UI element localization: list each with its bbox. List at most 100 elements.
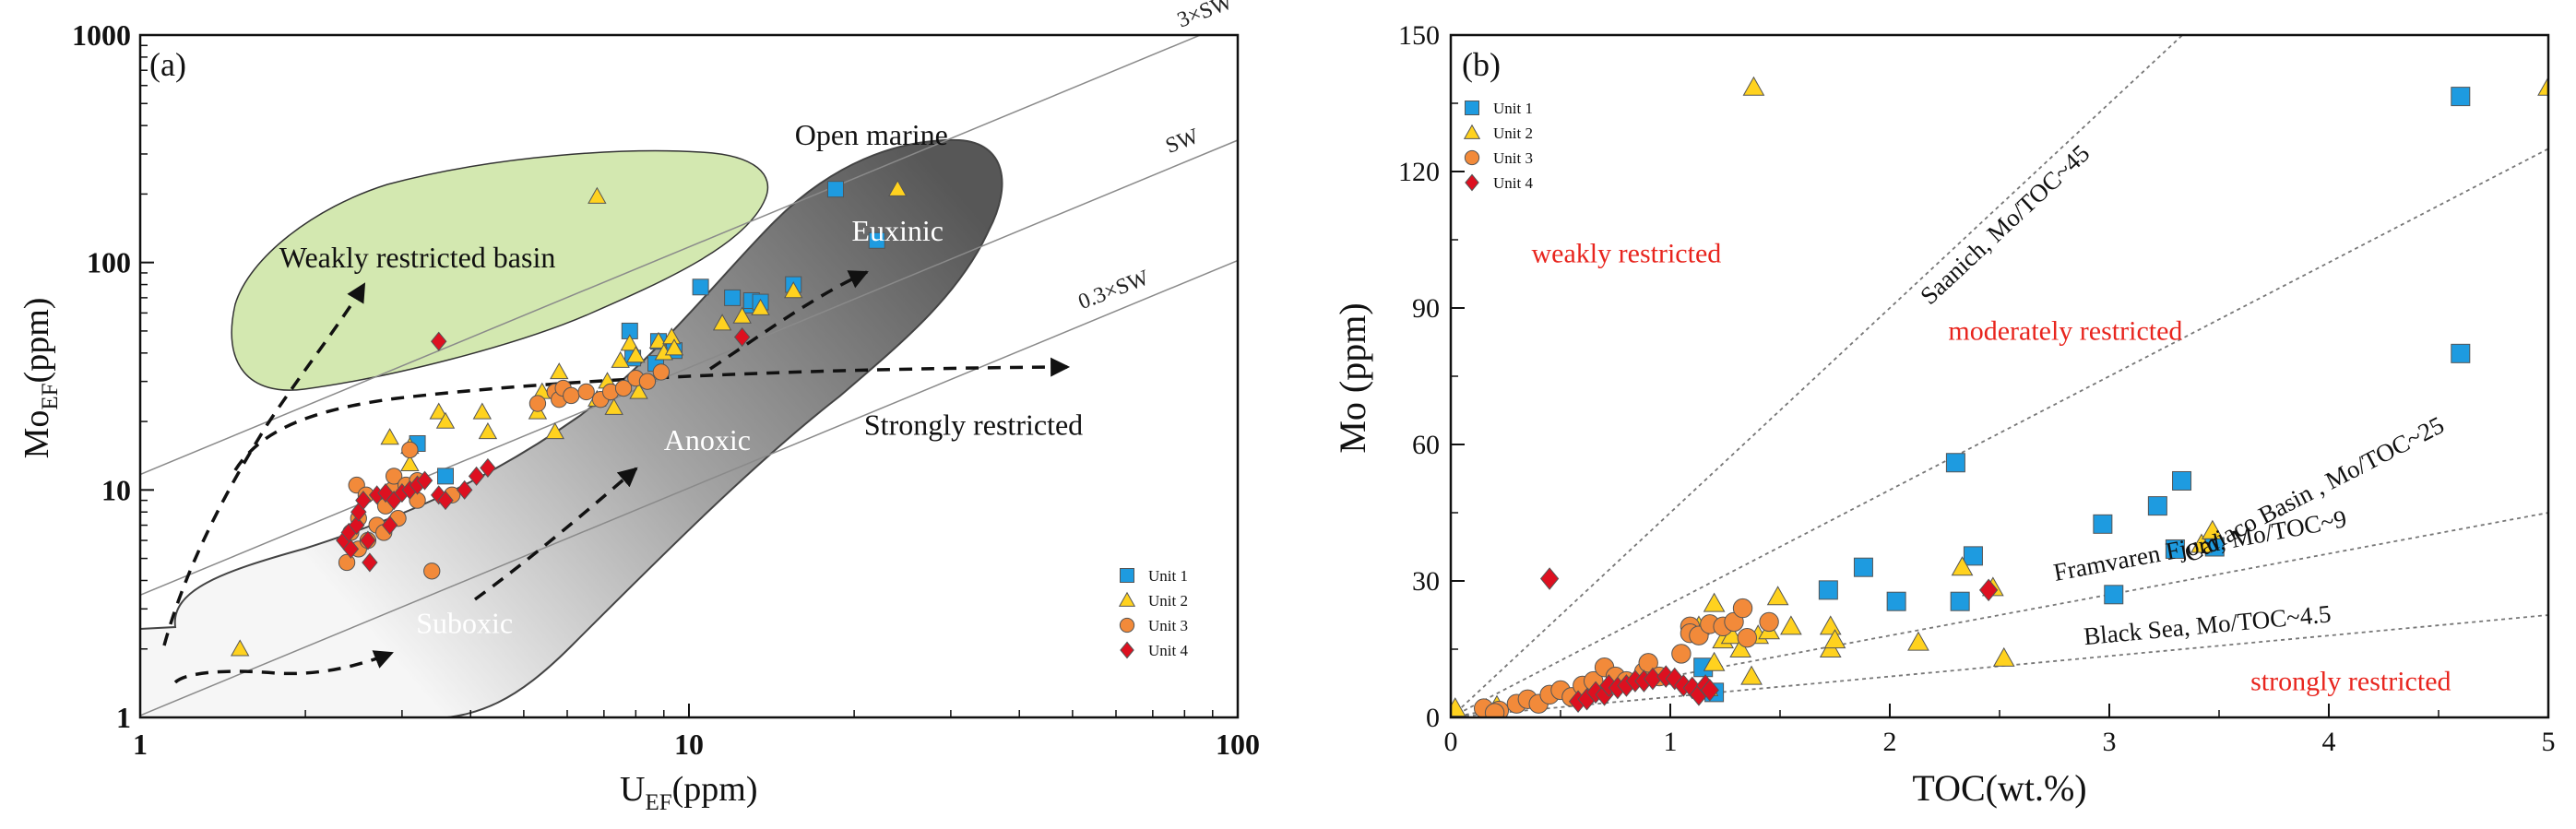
- point-unit-1: [2165, 539, 2185, 559]
- region-label-weakly-restricted-basin: Weakly restricted basin: [279, 241, 556, 274]
- ref-label-3-sw: 3×SW: [1174, 0, 1236, 33]
- point-unit-2: [2202, 519, 2224, 539]
- x-tick-label-b: 0: [1444, 727, 1458, 757]
- legend-label-unit-4: Unit 4: [1148, 642, 1188, 659]
- point-unit-3: [638, 373, 657, 390]
- weakly-restricted-region: [231, 149, 769, 391]
- y-tick-label-a: 10: [101, 473, 131, 506]
- x-tick-label-b: 5: [2542, 727, 2556, 757]
- ref-line-0-3-sw: [140, 259, 1238, 716]
- point-unit-3: [1638, 653, 1658, 673]
- y-axis-title-a: MoEF(ppm): [18, 298, 63, 459]
- point-unit-1: [868, 231, 885, 249]
- ref-label-0-3-sw: 0.3×SW: [1075, 266, 1153, 314]
- point-unit-2: [545, 421, 564, 440]
- region-label-weakly-restricted: weakly restricted: [1532, 239, 1722, 269]
- point-unit-2: [784, 281, 803, 299]
- legend-marker-unit-2: [1118, 591, 1136, 607]
- point-unit-2: [648, 331, 669, 349]
- point-unit-1: [2147, 496, 2167, 516]
- x-tick-label-b: 3: [2103, 727, 2117, 757]
- point-unit-1: [2451, 87, 2471, 107]
- point-unit-1: [2104, 585, 2124, 605]
- arrow-weakly-restricted: [162, 282, 366, 646]
- legend-b: Unit 1 Unit 2 Unit 3 Unit 4: [1463, 100, 1533, 192]
- point-unit-2: [664, 338, 684, 356]
- point-unit-1: [1963, 546, 1983, 566]
- point-unit-2: [751, 298, 770, 315]
- point-unit-3: [528, 395, 547, 412]
- point-unit-4: [456, 480, 473, 500]
- point-unit-3: [1759, 611, 1779, 633]
- point-unit-3: [1484, 703, 1505, 717]
- x-axis-title-a: UEF(ppm): [620, 770, 758, 815]
- legend-label-unit-3: Unit 3: [1493, 149, 1533, 167]
- point-unit-2: [620, 334, 640, 351]
- point-unit-4: [360, 530, 376, 551]
- point-unit-2: [1907, 631, 1929, 651]
- point-unit-4: [416, 470, 433, 491]
- legend-marker-unit-3: [1464, 149, 1480, 166]
- point-unit-2: [429, 402, 448, 420]
- point-unit-2: [1823, 629, 1846, 649]
- point-unit-3: [652, 363, 671, 381]
- x-tick-label-a: 1: [133, 728, 148, 761]
- point-unit-1: [2451, 343, 2471, 363]
- y-tick-label-a: 100: [87, 246, 131, 279]
- point-unit-2: [472, 402, 493, 420]
- region-label-moderately-restricted: moderately restricted: [1948, 316, 2182, 347]
- y-tick-label-b: 0: [1426, 703, 1440, 733]
- point-unit-2: [604, 397, 623, 415]
- point-unit-2: [888, 179, 908, 196]
- series-b-unit-2: [1451, 76, 2548, 717]
- legend-label-unit-4: Unit 4: [1493, 174, 1533, 192]
- point-unit-2: [2537, 76, 2548, 96]
- ref-line-3-sw: [140, 35, 1203, 476]
- panel-a: 3×SW SW 0.3×SW Open marine Euxinic Weakly re…: [18, 0, 1260, 815]
- point-unit-2: [588, 186, 607, 204]
- x-tick-label-b: 2: [1883, 727, 1897, 757]
- point-unit-1: [437, 468, 454, 485]
- y-tick-label-b: 30: [1412, 566, 1440, 597]
- ref-label-saanich-mo-toc-45: Saanich, Mo/TOC~45: [1915, 139, 2095, 310]
- ref-line-black-sea-mo-toc-4-5: [1451, 614, 2548, 717]
- legend-label-unit-3: Unit 3: [1148, 617, 1188, 634]
- y-tick-label-b: 150: [1398, 20, 1440, 51]
- point-unit-1: [1818, 580, 1838, 600]
- ref-line-saanich-mo-toc-45: [1451, 35, 2183, 717]
- y-tick-label-a: 1: [116, 701, 131, 734]
- point-unit-3: [563, 386, 580, 405]
- y-tick-label-b: 60: [1412, 430, 1440, 460]
- point-unit-4: [1700, 679, 1719, 702]
- point-unit-4: [342, 539, 360, 559]
- arrow-anoxic: [473, 467, 638, 601]
- point-unit-2: [435, 411, 456, 429]
- legend-label-unit-1: Unit 1: [1493, 100, 1533, 117]
- point-unit-1: [826, 181, 844, 198]
- point-unit-3: [614, 379, 633, 397]
- panel-label-a: (a): [149, 46, 186, 83]
- point-unit-1: [1950, 591, 1970, 611]
- point-unit-3: [401, 441, 419, 459]
- point-unit-4: [362, 552, 378, 573]
- ref-label-sw: SW: [1162, 124, 1202, 159]
- x-tick-label-a: 10: [674, 728, 704, 761]
- region-label-strongly-restricted: Strongly restricted: [864, 408, 1083, 441]
- point-unit-1: [724, 289, 742, 306]
- legend-marker-unit-4: [1120, 641, 1134, 659]
- series-b-unit-3: [1474, 598, 1779, 717]
- y-axis-title-b: Mo (ppm): [1332, 302, 1373, 453]
- point-unit-3: [577, 383, 595, 401]
- legend-marker-unit-1: [1465, 101, 1479, 115]
- y-tick-label-a: 1000: [72, 18, 131, 52]
- point-unit-2: [1703, 651, 1726, 671]
- point-unit-3: [1737, 627, 1758, 648]
- point-unit-3: [338, 553, 356, 572]
- point-unit-2: [1451, 697, 1466, 717]
- point-unit-2: [478, 421, 498, 440]
- region-label-euxinic: Euxinic: [851, 214, 944, 247]
- point-unit-1: [1853, 557, 1873, 577]
- point-unit-1: [1886, 591, 1906, 611]
- point-unit-2: [732, 306, 752, 324]
